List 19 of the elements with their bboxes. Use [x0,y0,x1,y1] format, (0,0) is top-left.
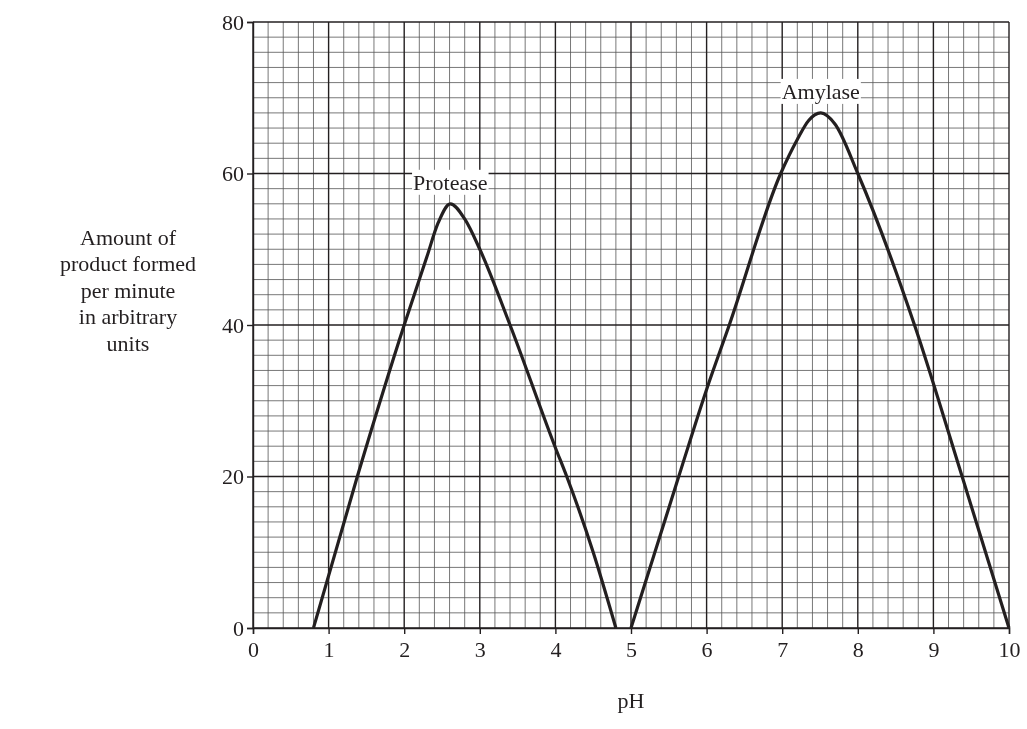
x-tick-label: 1 [323,636,335,662]
y-tick-label: 80 [222,9,244,35]
x-axis-title: pH [617,688,645,713]
y-tick-label: 40 [222,312,244,338]
x-tick-label: 9 [928,636,940,662]
x-tick-label: 7 [777,636,789,662]
x-tick-label: 8 [852,636,864,662]
x-tick-label: 4 [550,636,562,662]
series-label: Protease [413,169,488,195]
x-tick-label: 2 [399,636,411,662]
y-tick-label: 60 [222,161,244,187]
x-tick-label: 3 [474,636,486,662]
series-label: Amylase [781,78,860,104]
x-tick-label: 5 [626,636,637,662]
x-tick-label: 10 [998,636,1021,662]
y-tick-label: 20 [222,464,244,490]
x-tick-label: 6 [701,636,713,662]
y-tick-label: 0 [233,615,244,641]
y-axis-title: Amount of product formed per minute in arbitrary units [59,225,197,356]
